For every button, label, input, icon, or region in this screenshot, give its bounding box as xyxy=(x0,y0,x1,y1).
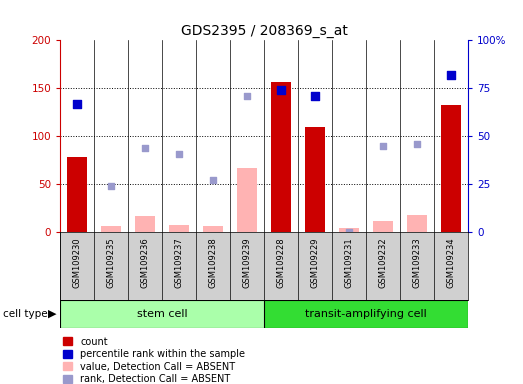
Text: GSM109239: GSM109239 xyxy=(243,238,252,288)
Bar xyxy=(271,82,291,232)
Bar xyxy=(339,228,359,232)
Point xyxy=(209,177,218,184)
Text: GSM109228: GSM109228 xyxy=(277,238,286,288)
Text: GSM109236: GSM109236 xyxy=(141,238,150,288)
Bar xyxy=(373,221,393,232)
Point xyxy=(107,183,116,189)
Legend: count, percentile rank within the sample, value, Detection Call = ABSENT, rank, : count, percentile rank within the sample… xyxy=(63,337,245,384)
Text: GSM109237: GSM109237 xyxy=(175,238,184,288)
Text: GSM109231: GSM109231 xyxy=(345,238,354,288)
Point xyxy=(243,93,252,99)
Point xyxy=(277,87,286,93)
Text: GSM109238: GSM109238 xyxy=(209,238,218,288)
Point xyxy=(413,141,422,147)
Bar xyxy=(67,157,87,232)
Text: GSM109234: GSM109234 xyxy=(447,238,456,288)
Text: GSM109233: GSM109233 xyxy=(413,238,422,288)
Bar xyxy=(305,127,325,232)
Bar xyxy=(101,226,121,232)
Text: transit-amplifying cell: transit-amplifying cell xyxy=(305,309,427,319)
Title: GDS2395 / 208369_s_at: GDS2395 / 208369_s_at xyxy=(180,24,348,38)
Text: cell type: cell type xyxy=(3,309,47,319)
Bar xyxy=(169,225,189,232)
Bar xyxy=(237,168,257,232)
Point xyxy=(141,145,150,151)
Point xyxy=(311,93,320,99)
Bar xyxy=(407,215,427,232)
Bar xyxy=(60,300,264,328)
Text: GSM109230: GSM109230 xyxy=(73,238,82,288)
Point xyxy=(447,72,456,78)
Point xyxy=(379,143,388,149)
Bar xyxy=(203,226,223,232)
Bar xyxy=(264,300,468,328)
Text: ▶: ▶ xyxy=(48,309,56,319)
Bar xyxy=(135,216,155,232)
Text: GSM109229: GSM109229 xyxy=(311,238,320,288)
Text: GSM109235: GSM109235 xyxy=(107,238,116,288)
Text: stem cell: stem cell xyxy=(137,309,187,319)
Bar xyxy=(441,104,461,232)
Point xyxy=(175,151,184,157)
Point xyxy=(345,229,354,235)
Text: GSM109232: GSM109232 xyxy=(379,238,388,288)
Point xyxy=(73,101,82,107)
